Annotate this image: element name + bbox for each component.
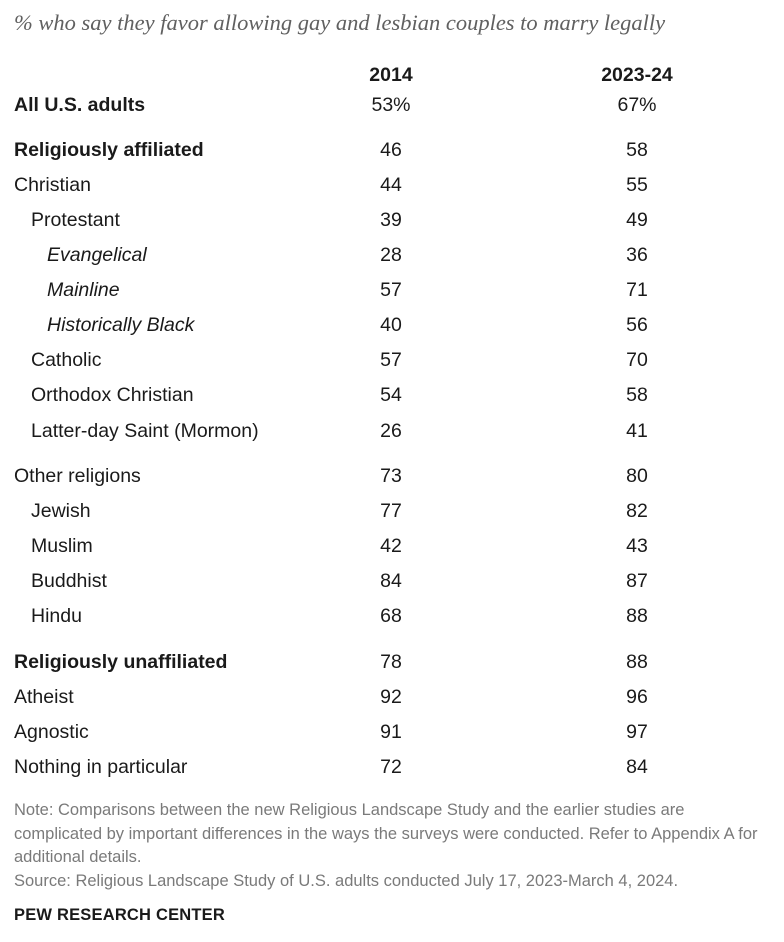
value-2014: 42 [380, 535, 402, 557]
table-row: Christian 44 55 [0, 170, 784, 200]
table-row: Catholic 57 70 [0, 345, 784, 375]
row-label: Mainline [47, 279, 120, 301]
row-label: Atheist [14, 686, 74, 708]
value-2023-24: 71 [626, 279, 648, 301]
table-row: Mainline 57 71 [0, 275, 784, 305]
value-2014: 44 [380, 174, 402, 196]
value-2023-24: 49 [626, 209, 648, 231]
value-2023-24: 43 [626, 535, 648, 557]
row-label: Catholic [31, 349, 102, 371]
table-row: Religiously affiliated 46 58 [0, 135, 784, 165]
value-2014: 77 [380, 500, 402, 522]
table-row: Historically Black 40 56 [0, 310, 784, 340]
table-row: Hindu 68 88 [0, 601, 784, 631]
value-2014: 54 [380, 384, 402, 406]
row-label: All U.S. adults [14, 94, 146, 116]
value-2014: 28 [380, 244, 402, 266]
table-row: Nothing in particular 72 84 [0, 752, 784, 782]
value-2014: 92 [380, 686, 402, 708]
column-header-2014: 2014 [369, 64, 413, 86]
value-2014: 40 [380, 314, 402, 336]
value-2023-24: 84 [626, 756, 648, 778]
value-2023-24: 88 [626, 651, 648, 673]
value-2023-24: 88 [626, 605, 648, 627]
value-2023-24: 87 [626, 570, 648, 592]
value-2014: 91 [380, 721, 402, 743]
source-line: Source: Religious Landscape Study of U.S… [14, 872, 679, 890]
table-row: Buddhist 84 87 [0, 566, 784, 596]
table-row: Muslim 42 43 [0, 531, 784, 561]
brand-logo-text: PEW RESEARCH CENTER [14, 906, 225, 924]
row-label: Hindu [31, 605, 82, 627]
table-row: Atheist 92 96 [0, 682, 784, 712]
value-2014: 26 [380, 420, 402, 442]
row-label: Protestant [31, 209, 120, 231]
value-2014: 57 [380, 349, 402, 371]
value-2014: 72 [380, 756, 402, 778]
table-row: Other religions 73 80 [0, 461, 784, 491]
row-label: Other religions [14, 465, 141, 487]
table-row: Jewish 77 82 [0, 496, 784, 526]
value-2023-24: 80 [626, 465, 648, 487]
row-label: Latter-day Saint (Mormon) [31, 420, 259, 442]
chart-subtitle: % who say they favor allowing gay and le… [14, 10, 666, 35]
table-row: Evangelical 28 36 [0, 240, 784, 270]
value-2023-24: 82 [626, 500, 648, 522]
value-2023-24: 58 [626, 384, 648, 406]
row-label: Religiously unaffiliated [14, 651, 228, 673]
value-2023-24: 55 [626, 174, 648, 196]
value-2023-24: 67% [617, 94, 657, 116]
column-header-2023-24: 2023-24 [601, 64, 673, 86]
value-2014: 73 [380, 465, 402, 487]
row-label: Christian [14, 174, 91, 196]
row-label: Orthodox Christian [31, 384, 194, 406]
value-2023-24: 70 [626, 349, 648, 371]
table-row: Latter-day Saint (Mormon) 26 41 [0, 416, 784, 446]
table-row: Orthodox Christian 54 58 [0, 380, 784, 410]
data-table: All U.S. adults 53% 67% Religiously affilia… [0, 90, 784, 782]
row-label: Agnostic [14, 721, 89, 743]
value-2023-24: 96 [626, 686, 648, 708]
table-row: Protestant 39 49 [0, 205, 784, 235]
table-row: All U.S. adults 53% 67% [0, 90, 784, 120]
value-2014: 84 [380, 570, 402, 592]
value-2014: 53% [371, 94, 411, 116]
table-row: Religiously unaffiliated 78 88 [0, 647, 784, 677]
value-2023-24: 41 [626, 420, 648, 442]
value-2014: 57 [380, 279, 402, 301]
row-label: Evangelical [47, 244, 147, 266]
value-2023-24: 58 [626, 139, 648, 161]
row-label: Muslim [31, 535, 93, 557]
row-label: Historically Black [47, 314, 195, 336]
value-2014: 78 [380, 651, 402, 673]
row-label: Religiously affiliated [14, 139, 204, 161]
value-2014: 39 [380, 209, 402, 231]
row-label: Buddhist [31, 570, 107, 592]
value-2023-24: 36 [626, 244, 648, 266]
value-2023-24: 97 [626, 721, 648, 743]
table-row: Agnostic 91 97 [0, 717, 784, 747]
footnote: Note: Comparisons between the new Religi… [14, 801, 758, 866]
value-2014: 46 [380, 139, 402, 161]
value-2014: 68 [380, 605, 402, 627]
value-2023-24: 56 [626, 314, 648, 336]
row-label: Jewish [31, 500, 91, 522]
row-label: Nothing in particular [14, 756, 188, 778]
